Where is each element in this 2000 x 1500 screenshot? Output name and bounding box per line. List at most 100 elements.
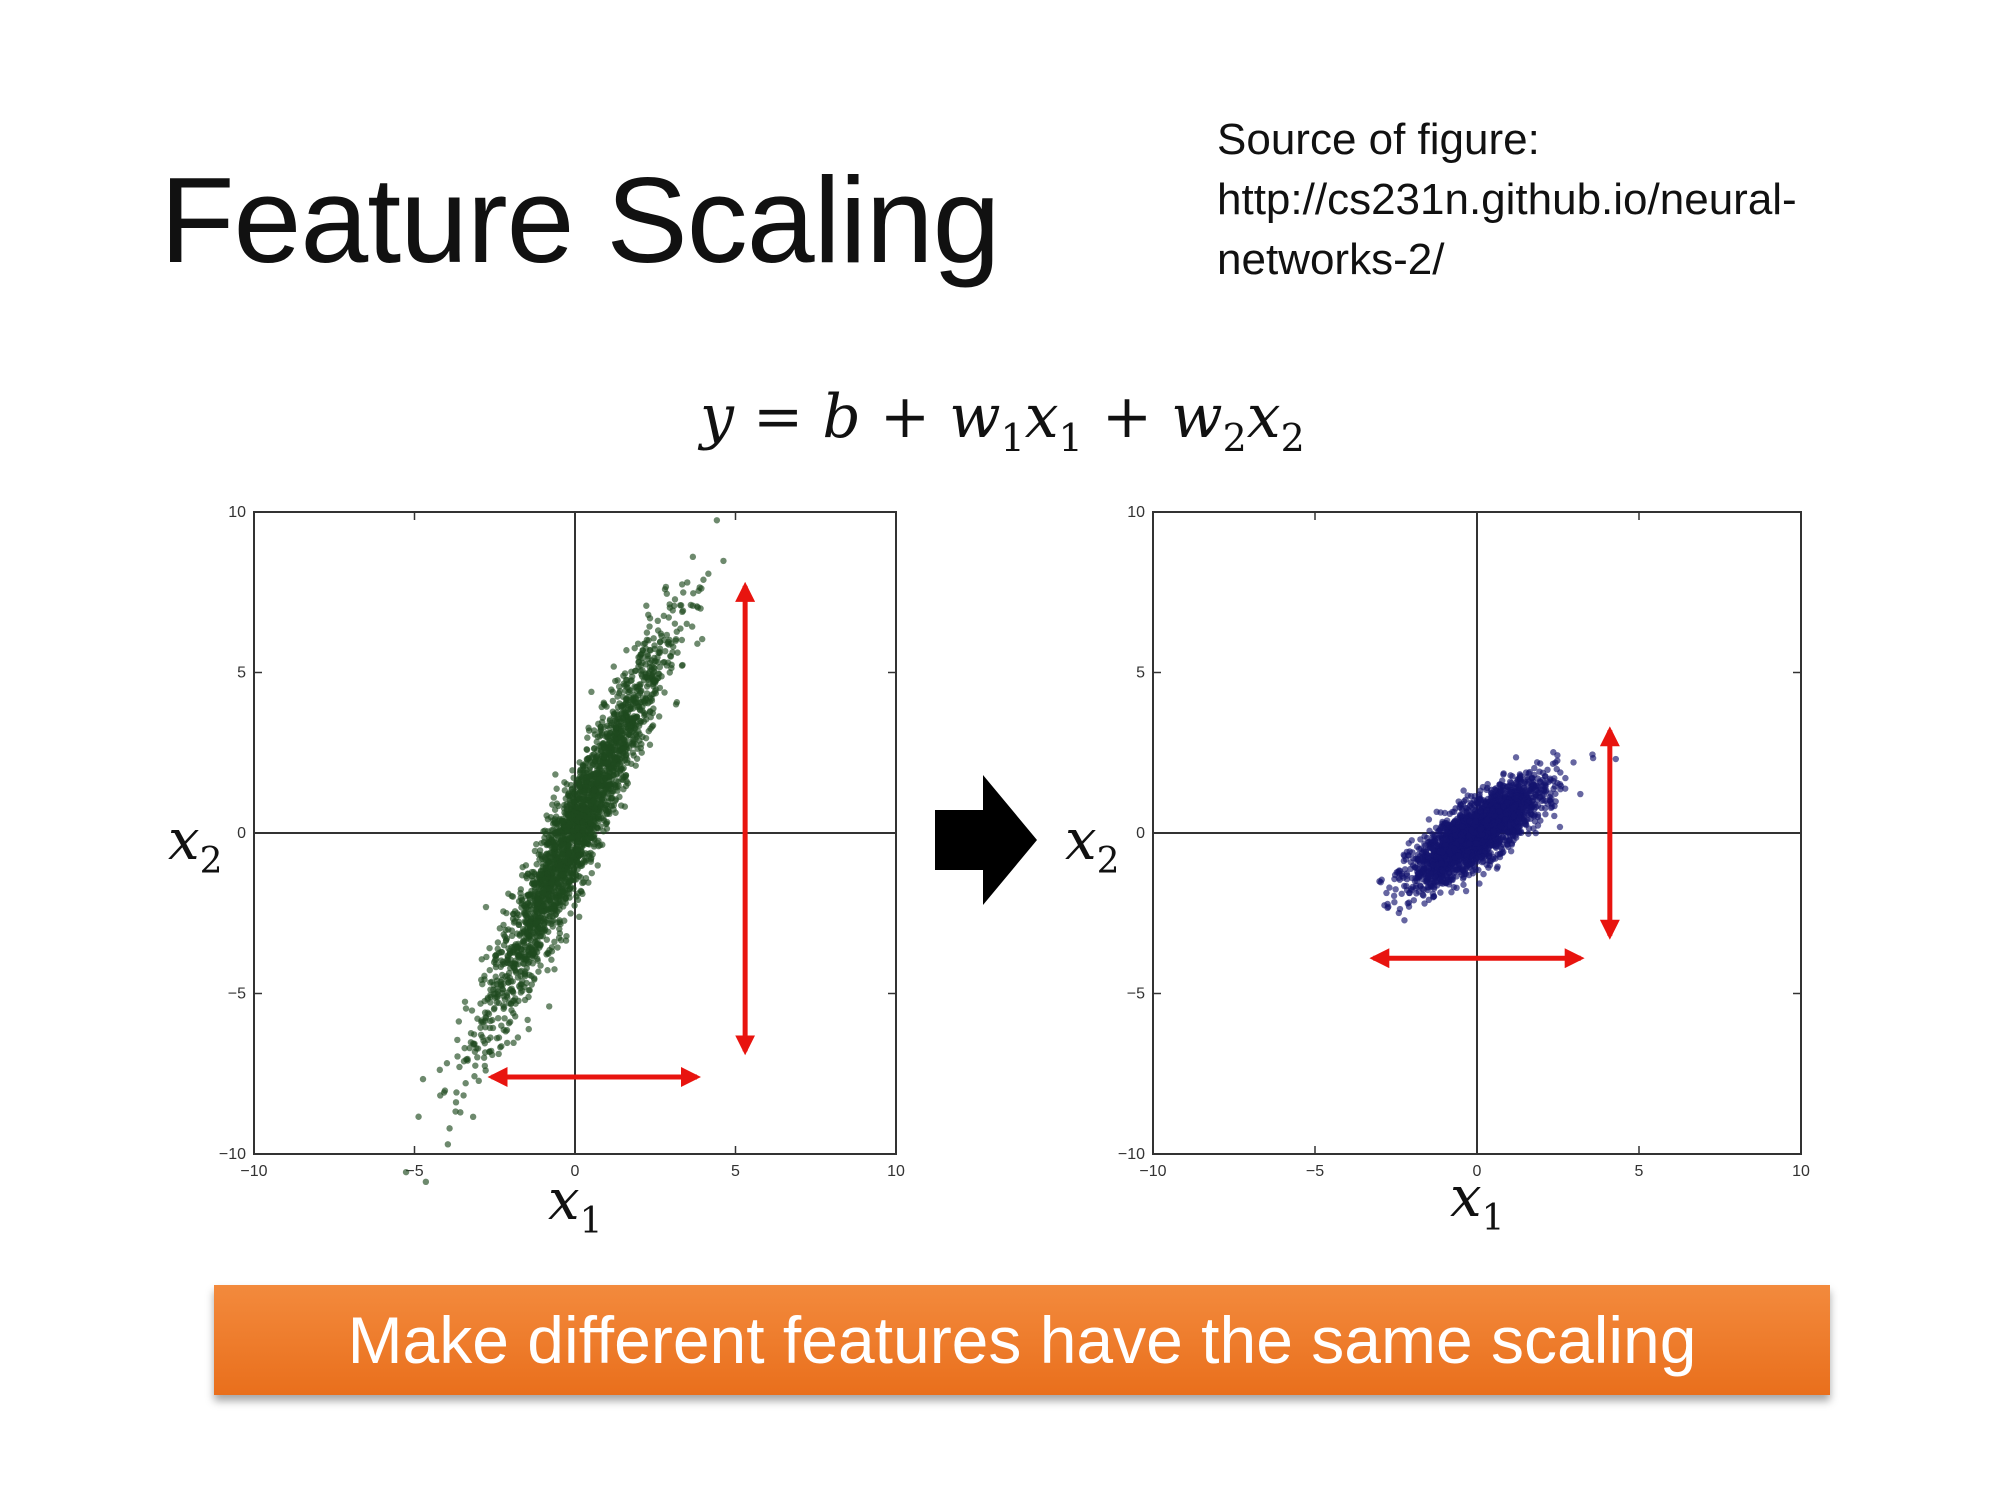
data-point [1414,851,1422,858]
data-point [503,1039,511,1047]
data-point [665,614,672,621]
x-tick-label: 10 [887,1163,905,1180]
data-point [631,644,638,652]
data-point [588,800,595,807]
data-point [575,846,582,853]
data-point [1429,838,1437,846]
data-point [546,913,553,920]
eq-w1: w [949,382,1001,452]
eq-plus-1: + [879,382,931,452]
data-point [494,939,502,946]
data-point [698,635,706,643]
data-point [1556,823,1564,831]
x-tick-label: 10 [1792,1163,1810,1180]
data-point [551,938,558,946]
y-tick-label: −5 [228,986,246,1003]
data-point [1411,863,1419,871]
data-point [618,725,625,733]
data-point [600,741,607,748]
data-point [552,771,559,778]
data-point [487,986,494,993]
data-point [1532,803,1540,811]
data-point [1500,770,1507,777]
data-point [1437,809,1444,816]
data-point [567,812,574,820]
linear-model-equation: y = b + w1x1 + w2x2 [700,382,1305,460]
data-point [495,1050,502,1058]
data-point [463,1056,470,1063]
data-point [540,922,548,929]
data-point [522,892,530,900]
figure-source-note: Source of figure: http://cs231n.github.i… [1217,110,1797,290]
data-point [461,998,469,1005]
data-point [498,957,505,964]
eq-plus-2: + [1101,382,1153,452]
data-point [526,971,533,979]
data-point [528,887,535,895]
eq-w1-sub: 1 [1000,416,1025,460]
data-point [587,833,594,841]
data-point [680,589,687,596]
data-point [498,1043,505,1050]
y-tick-label: 0 [237,825,246,842]
eq-bias: b [822,382,861,452]
data-point [612,724,619,731]
data-point [658,632,665,640]
data-point [587,856,595,863]
data-point [1518,773,1525,780]
data-point [1542,810,1549,818]
data-point [645,611,652,619]
data-point [558,835,565,842]
data-point [553,785,560,792]
data-point [673,699,681,706]
data-point [415,1113,422,1120]
data-point [614,677,621,684]
data-point [1398,872,1406,880]
data-point [671,620,679,627]
data-point [684,579,691,586]
data-point [579,818,586,826]
data-point [597,759,604,766]
data-point [473,1045,480,1052]
data-point [509,997,517,1005]
data-point [1384,904,1391,912]
data-point [521,996,529,1004]
data-point [583,774,591,782]
data-point [537,962,544,969]
data-point [531,939,539,946]
data-point [1401,917,1408,924]
data-point [601,753,608,761]
data-point [612,716,620,723]
data-point [577,851,584,858]
data-point [505,926,512,933]
data-point [620,745,627,753]
data-point [527,923,534,930]
data-point [505,979,512,986]
data-point [1507,847,1515,855]
data-point [679,661,686,669]
data-point [644,652,652,660]
data-point [1425,816,1433,823]
data-point [630,713,638,720]
data-point [551,843,559,850]
data-point [402,1168,410,1176]
data-point [622,699,630,707]
data-point [1475,866,1482,874]
data-point [1401,866,1409,873]
data-point [568,785,576,793]
eq-x2-sub: 2 [1280,416,1305,460]
data-point [481,1062,489,1070]
data-point [521,983,528,991]
data-point [535,968,542,975]
data-point [556,862,563,869]
data-point [1453,884,1460,892]
data-point [584,734,591,741]
data-point [690,590,697,597]
data-point [523,875,531,882]
data-point [1512,754,1520,761]
data-point [587,820,595,827]
data-point [627,696,634,704]
data-point [610,768,617,775]
data-point [511,918,519,925]
